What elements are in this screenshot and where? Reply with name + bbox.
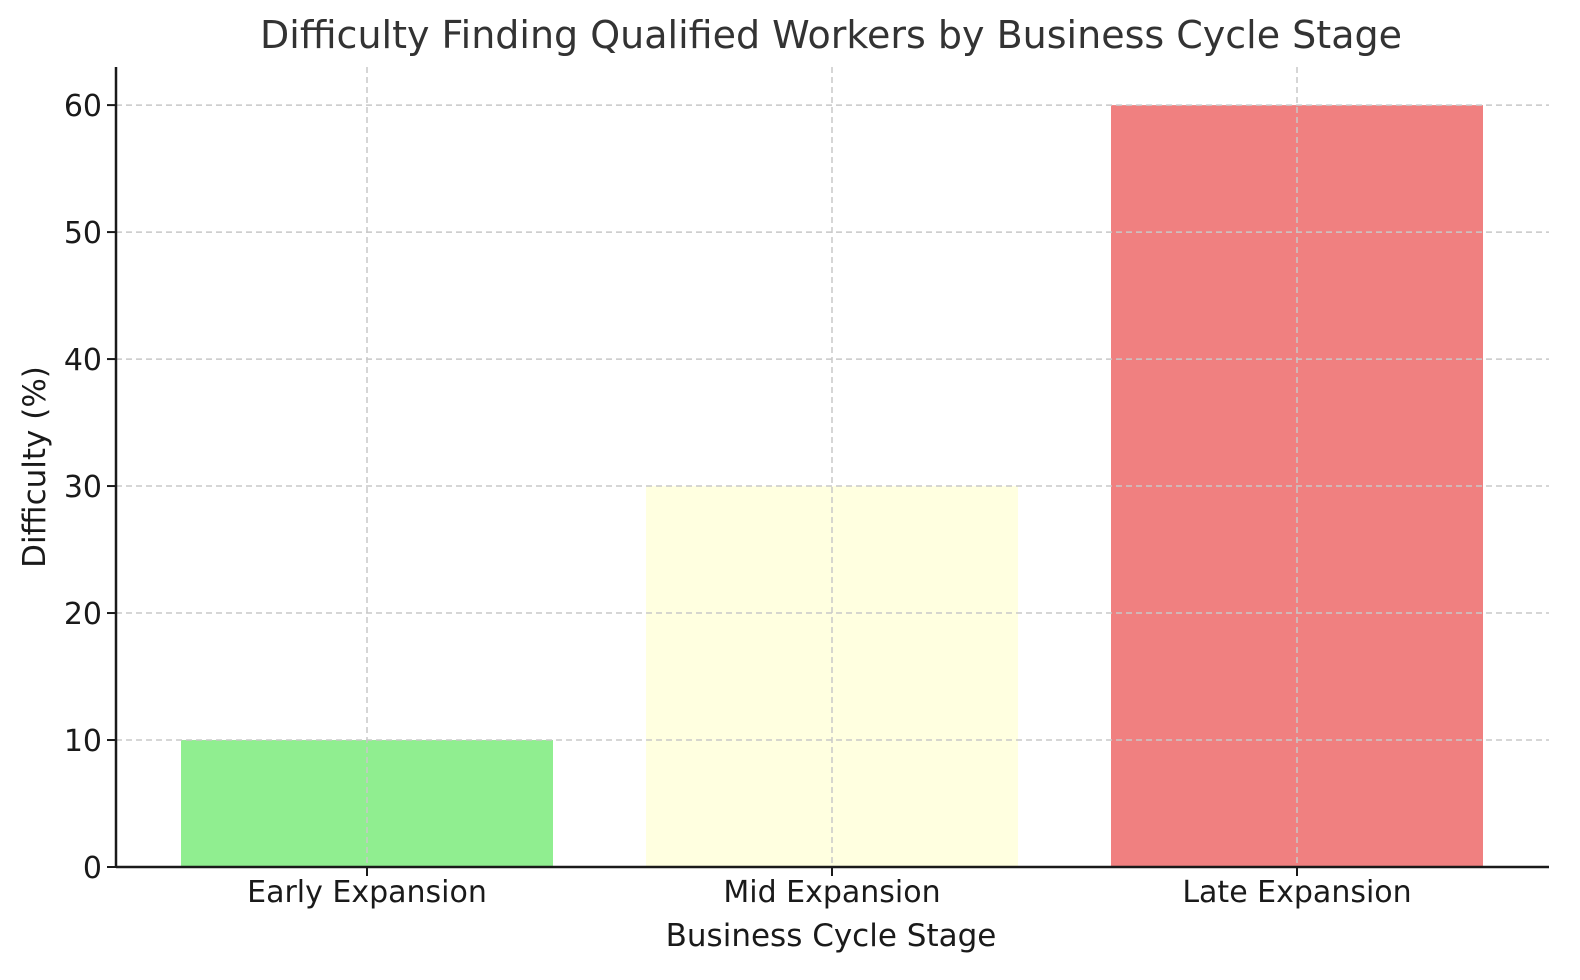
y-tick-label: 30 (64, 470, 102, 505)
grid-layer (116, 67, 1549, 867)
x-axis-label: Business Cycle Stage (666, 918, 997, 954)
x-tick-label: Late Expansion (1182, 875, 1411, 910)
ticks-layer: 0 10 20 30 40 50 60 Early Expansion Mid Expansio… (64, 89, 1412, 910)
y-tick-label: 10 (64, 724, 102, 759)
x-tick-label: Mid Expansion (723, 875, 940, 910)
y-tick-label: 0 (83, 851, 102, 886)
y-tick-label: 50 (64, 216, 102, 251)
y-axis-label: Difficulty (%) (17, 366, 53, 568)
x-tick-label: Early Expansion (247, 875, 487, 910)
y-tick-label: 40 (64, 343, 102, 378)
y-tick-label: 20 (64, 597, 102, 632)
y-tick-label: 60 (64, 89, 102, 124)
chart-title: Difficulty Finding Qualified Workers by … (260, 13, 1402, 57)
